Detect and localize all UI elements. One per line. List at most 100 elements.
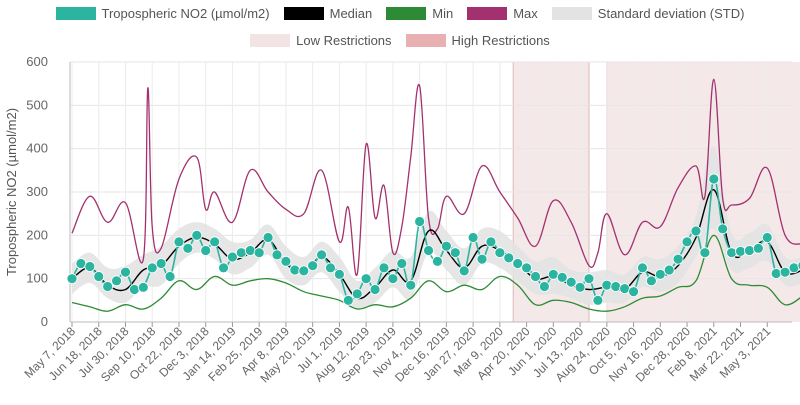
data-point <box>752 242 764 254</box>
legend-item[interactable]: Low Restrictions <box>250 33 392 48</box>
data-point <box>155 258 167 269</box>
data-point <box>628 286 639 298</box>
data-point <box>681 236 693 248</box>
data-point <box>432 255 443 267</box>
y-axis-title: Tropospheric NO2 (µmol/m2) <box>4 108 19 276</box>
y-tick-label: 500 <box>26 97 48 112</box>
legend-swatch <box>405 34 446 47</box>
data-point <box>583 273 595 285</box>
legend-swatch <box>283 7 324 20</box>
data-point <box>539 281 550 292</box>
data-point <box>93 271 105 282</box>
data-point <box>797 261 800 271</box>
data-point <box>788 262 800 274</box>
std-band <box>72 146 800 310</box>
data-point <box>458 265 470 277</box>
y-tick-label: 400 <box>26 141 48 156</box>
legend-item[interactable]: Standard deviation (STD) <box>551 6 745 21</box>
data-point <box>298 265 310 277</box>
legend-item[interactable]: Max <box>467 6 538 21</box>
y-tick-label: 100 <box>26 271 48 286</box>
data-point <box>779 266 791 278</box>
data-point <box>494 247 506 259</box>
data-point <box>289 264 301 276</box>
data-point <box>128 284 140 295</box>
data-point <box>663 264 675 276</box>
data-point <box>262 232 274 243</box>
data-point <box>387 273 399 285</box>
data-point <box>342 294 354 306</box>
data-point <box>102 281 114 292</box>
data-point <box>565 276 577 288</box>
data-point <box>209 236 221 248</box>
data-point <box>66 273 78 285</box>
y-tick-label: 200 <box>26 227 48 242</box>
data-point <box>601 279 613 291</box>
legend-item[interactable]: Min <box>386 6 453 21</box>
data-point <box>574 281 586 293</box>
data-point <box>521 262 532 274</box>
data-point <box>84 261 96 272</box>
data-point <box>503 252 515 264</box>
data-point <box>770 268 782 279</box>
series-line-max <box>71 78 800 276</box>
legend-label: Max <box>513 6 538 21</box>
data-point <box>672 253 684 265</box>
data-point <box>405 279 417 291</box>
data-point <box>164 271 176 282</box>
data-point <box>556 271 568 283</box>
data-point <box>111 275 122 287</box>
data-point <box>271 249 283 261</box>
data-point <box>244 245 256 256</box>
data-point <box>369 284 381 295</box>
data-point <box>191 229 203 241</box>
series-line-min <box>71 234 800 312</box>
data-point <box>316 249 327 261</box>
data-point <box>530 271 541 282</box>
data-point <box>761 232 773 243</box>
legend-swatch <box>551 7 592 20</box>
data-point <box>547 268 559 280</box>
data-point <box>75 258 87 269</box>
legend-label: Standard deviation (STD) <box>597 6 745 21</box>
data-point <box>708 173 720 185</box>
data-point <box>307 260 319 272</box>
data-point <box>218 262 229 274</box>
data-point <box>717 223 729 235</box>
data-point <box>592 294 604 306</box>
legend-swatch <box>250 34 291 47</box>
data-point <box>146 262 158 274</box>
data-point <box>726 247 738 259</box>
data-point <box>744 245 755 256</box>
legend-item[interactable]: Tropospheric NO2 (µmol/m2) <box>55 6 270 21</box>
legend-label: Median <box>329 6 373 21</box>
data-point <box>699 247 711 259</box>
legend-swatch <box>55 7 96 20</box>
data-point <box>182 242 194 254</box>
data-point <box>440 240 452 252</box>
data-point <box>414 216 426 227</box>
legend-item[interactable]: Median <box>283 6 373 21</box>
data-point <box>610 281 622 292</box>
legend-swatch <box>467 7 508 20</box>
data-point <box>334 268 345 280</box>
legend-item[interactable]: High Restrictions <box>405 33 550 48</box>
data-point <box>476 253 488 265</box>
legend-label: High Restrictions <box>451 33 550 48</box>
data-point <box>467 232 479 243</box>
data-point <box>360 273 372 285</box>
legend-row: Tropospheric NO2 (µmol/m2) Median Min Max St… <box>0 6 800 21</box>
data-point <box>690 225 702 237</box>
legend-label: Low Restrictions <box>296 33 392 48</box>
y-tick-label: 0 <box>41 314 48 329</box>
data-point <box>235 247 247 259</box>
legend-label: Tropospheric NO2 (µmol/m2) <box>101 6 270 21</box>
legend-row: Low Restrictions High Restrictions <box>0 33 800 48</box>
legend-label: Min <box>432 6 454 21</box>
data-point <box>396 258 408 269</box>
data-point <box>325 262 336 274</box>
legend: Tropospheric NO2 (µmol/m2) Median Min Max St… <box>0 0 800 56</box>
data-point <box>449 247 461 259</box>
data-point <box>619 283 631 295</box>
